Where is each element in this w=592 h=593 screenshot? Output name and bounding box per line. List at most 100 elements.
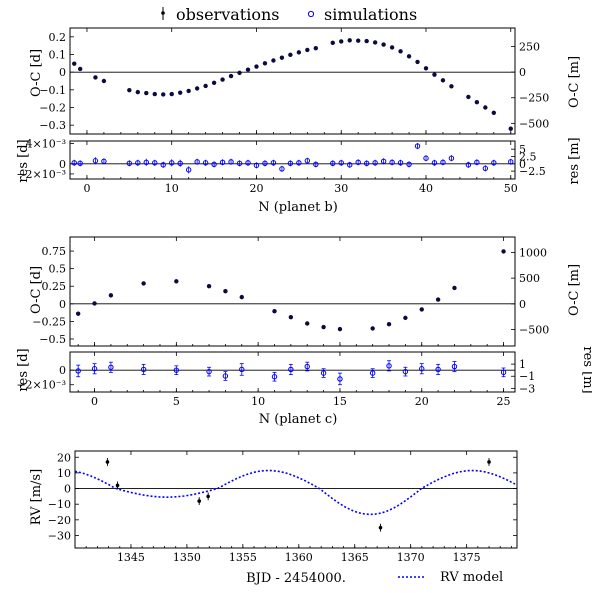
res-b-point-28 <box>338 160 344 166</box>
ttv-b-frame <box>69 27 516 135</box>
rv-xtick-label-0: 1345 <box>117 551 145 564</box>
ttv-c-ytick-right-label-0: −500 <box>519 324 549 337</box>
res-b-xtick-label-0: 0 <box>83 182 90 195</box>
ttv-b-ytick-label-3: 0 <box>59 66 66 79</box>
rv-ytick-label-1: −20 <box>48 514 71 527</box>
ttv-c-point-2 <box>108 293 114 298</box>
res-c-panel: 0 5 10 15 20 25 −2×10⁻³ 0 −3−11 <box>16 351 535 408</box>
rv-xtick-label-4: 1365 <box>341 551 369 564</box>
res-b-point-5 <box>135 160 141 166</box>
res-c-point-18 <box>451 363 458 370</box>
res-b-point-45 <box>491 160 497 166</box>
res-b-point-25 <box>304 158 311 164</box>
ttv-b-point-42 <box>466 94 471 100</box>
ttv-b-point-37 <box>415 59 420 65</box>
ttv-b-point-11 <box>186 88 191 94</box>
ttv-b-point-23 <box>288 52 293 58</box>
ttv-b-ylabel: O-C [d] <box>29 49 44 97</box>
res-b-ytick-right-label-1: 0 <box>519 158 526 171</box>
ttv-c-ytick-label-5: 0.75 <box>42 245 67 258</box>
ttv-c-point-10 <box>305 321 310 326</box>
res-c-ytick-right-label-0: −3 <box>519 382 535 395</box>
res-c-point-17 <box>435 366 441 373</box>
ttv-b-point-43 <box>474 100 480 105</box>
res-c-point-7 <box>239 366 245 373</box>
res-b-point-13 <box>202 160 209 166</box>
res-c-point-3 <box>140 366 147 373</box>
res-b-point-46 <box>508 159 514 165</box>
res-b-point-43 <box>474 159 480 165</box>
res-c-point-9 <box>288 366 294 373</box>
res-b-point-29 <box>347 162 353 168</box>
res-c-ytick-right-label-1: −1 <box>519 370 535 383</box>
ttv-c-point-19 <box>501 249 506 254</box>
res-b-point-12 <box>194 159 200 165</box>
res-c-xtick-label-2: 10 <box>251 395 265 408</box>
ttv-b-ytick-label-0: −0.3 <box>39 119 66 132</box>
res-b-point-41 <box>448 155 455 161</box>
rv-xtick-label-6: 1375 <box>453 551 481 564</box>
ttv-b-point-26 <box>313 45 319 51</box>
ttv-c-point-16 <box>419 307 424 312</box>
ttv-b-xlabel: N (planet b) <box>258 200 338 215</box>
ttv-b-point-4 <box>127 87 132 93</box>
res-c-xtick-label-5: 25 <box>497 395 511 408</box>
rv-xtick-label-1: 1350 <box>173 551 201 564</box>
res-c-xtick-label-3: 15 <box>333 395 347 408</box>
res-b-point-24 <box>296 160 302 166</box>
res-c-point-12 <box>337 376 343 382</box>
top-legend: observations simulations <box>161 5 417 24</box>
res-b-point-23 <box>287 160 294 166</box>
ttv-b-point-22 <box>279 55 285 60</box>
ttv-b-point-31 <box>364 38 369 44</box>
res-b-point-7 <box>152 160 158 166</box>
ttv-b-ytick-label-1: −0.2 <box>39 102 66 115</box>
ttv-c-point-5 <box>206 284 212 289</box>
ttv-b-ytick-label-2: −0.1 <box>39 84 66 97</box>
res-b-point-6 <box>143 159 149 165</box>
ttv-c-ytick-label-2: 0 <box>59 298 66 311</box>
ttv-c-point-11 <box>321 324 326 330</box>
res-b-xtick-label-4: 40 <box>419 182 433 195</box>
res-c-point-8 <box>271 374 278 380</box>
rv-obs-point-4 <box>378 525 383 530</box>
res-b-ylabel-right: res [m] <box>567 137 582 184</box>
ttv-c-point-1 <box>92 301 97 306</box>
ttv-c-xlabel: N (planet c) <box>259 412 338 427</box>
ttv-b-point-10 <box>177 90 183 95</box>
ttv-b-point-28 <box>339 39 344 44</box>
ttv-b-point-32 <box>372 40 378 45</box>
ttv-b-ytick-right-label-3: 250 <box>519 41 540 54</box>
ttv-c-point-13 <box>370 326 375 331</box>
ttv-b-ytick-label-5: 0.2 <box>49 31 67 44</box>
res-b-point-31 <box>363 160 370 166</box>
ttv-b-point-9 <box>169 91 174 97</box>
ttv-b-point-34 <box>389 45 395 50</box>
ttv-c-point-8 <box>272 308 277 314</box>
res-c-ytick-label-1: 0 <box>59 364 66 377</box>
rv-ytick-label-5: 20 <box>57 451 71 464</box>
ttv-c-ylabel: O-C [d] <box>29 266 44 314</box>
res-b-point-40 <box>440 159 446 165</box>
res-b-point-22 <box>279 166 285 172</box>
ttv-b-point-35 <box>398 49 403 54</box>
res-b-point-20 <box>262 160 268 166</box>
res-b-point-39 <box>431 160 438 166</box>
res-c-point-10 <box>304 363 310 370</box>
ttv-c-point-6 <box>223 288 228 294</box>
res-b-point-19 <box>253 162 260 169</box>
rv-xtick-label-3: 1360 <box>285 551 313 564</box>
ttv-b-point-13 <box>203 83 208 89</box>
res-b-xtick-label-1: 10 <box>165 182 179 195</box>
ttv-c-frame <box>69 236 516 347</box>
res-b-frame <box>69 140 516 180</box>
ttv-b-point-45 <box>491 110 497 116</box>
ttv-b-point-46 <box>508 126 513 131</box>
ttv-b-ytick-label-4: 0.1 <box>49 49 67 62</box>
res-b-ytick-right-label-3: 5 <box>519 143 526 156</box>
ttv-c-ytick-right-label-2: 500 <box>519 272 540 285</box>
res-b-point-36 <box>406 161 412 168</box>
res-b-xtick-label-3: 30 <box>334 182 348 195</box>
res-c-point-2 <box>108 364 114 370</box>
res-b-point-21 <box>270 160 277 166</box>
